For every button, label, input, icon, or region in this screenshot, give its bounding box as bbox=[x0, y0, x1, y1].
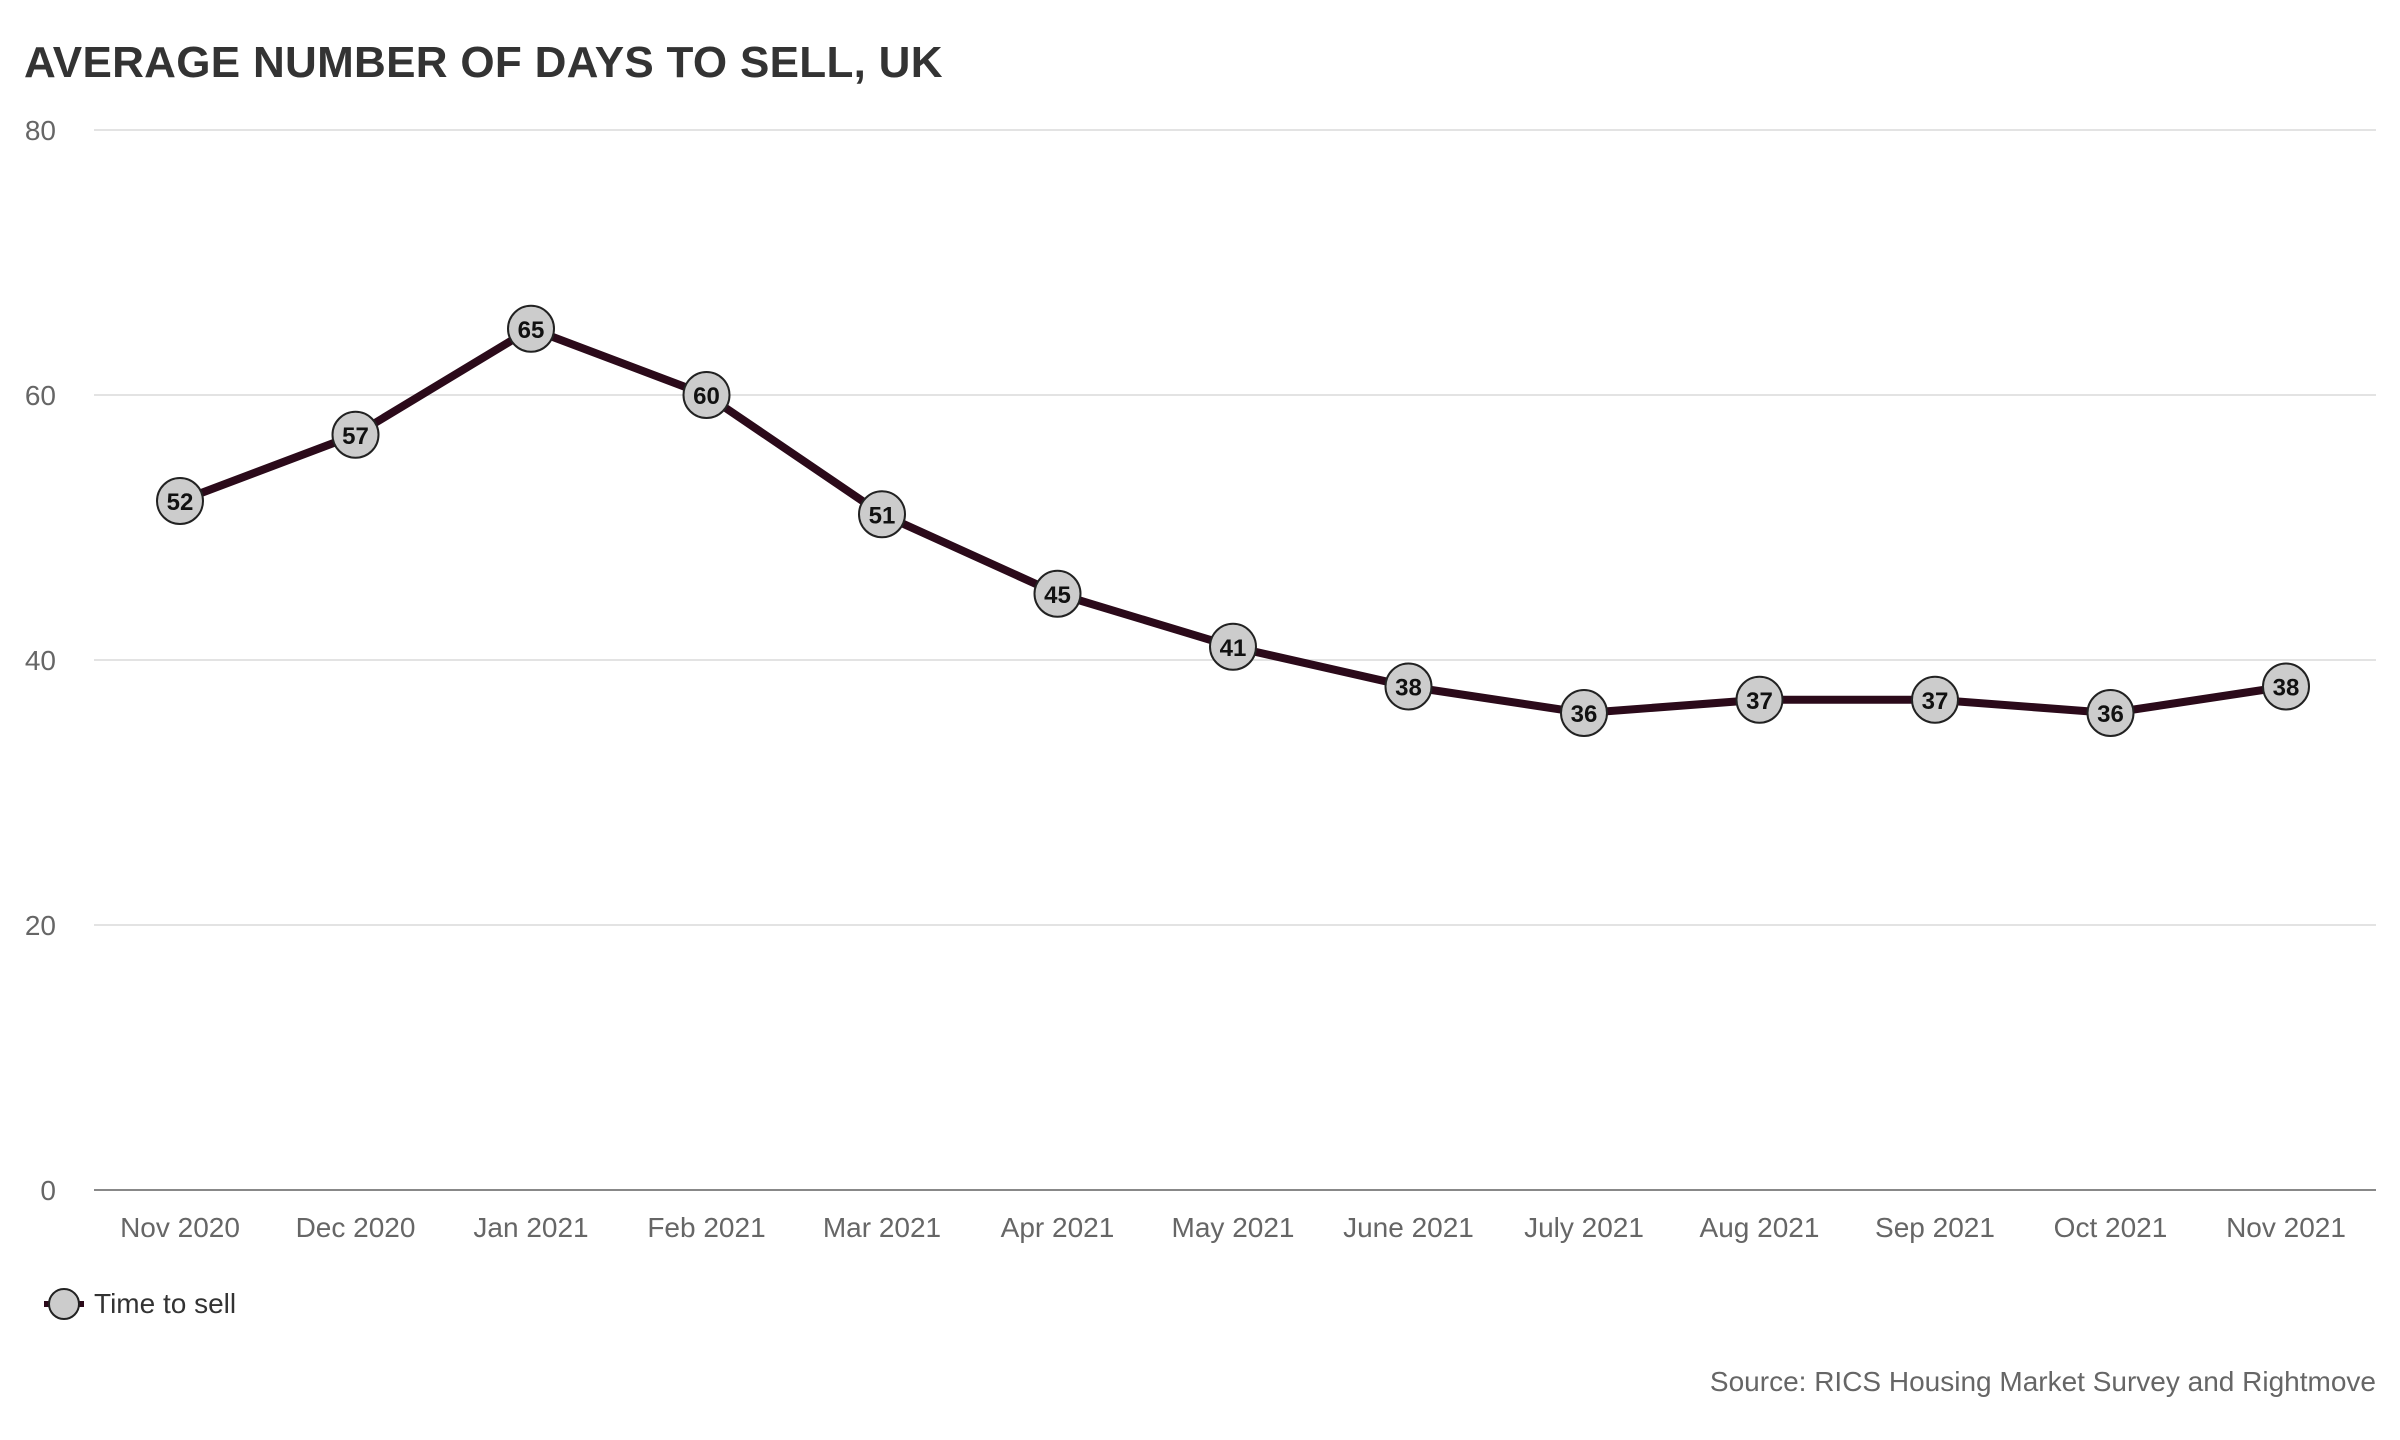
y-tick-label: 20 bbox=[25, 910, 56, 941]
legend-marker-icon bbox=[44, 1284, 84, 1324]
data-point bbox=[2086, 689, 2135, 737]
data-point bbox=[858, 490, 906, 539]
data-point bbox=[1033, 569, 1082, 618]
legend[interactable]: Time to sell bbox=[44, 1284, 236, 1324]
data-label: 41 bbox=[1220, 635, 1247, 662]
x-tick-label: Mar 2021 bbox=[823, 1212, 941, 1243]
x-tick-label: June 2021 bbox=[1343, 1212, 1474, 1243]
legend-label: Time to sell bbox=[94, 1288, 237, 1319]
data-label: 37 bbox=[1922, 688, 1949, 715]
data-label: 60 bbox=[693, 383, 720, 410]
x-tick-label: Nov 2021 bbox=[2226, 1212, 2346, 1243]
data-point bbox=[1911, 675, 1959, 724]
data-label: 45 bbox=[1044, 582, 1071, 609]
data-label: 52 bbox=[167, 489, 194, 516]
x-axis-ticks: Nov 2020 Dec 2020 Jan 2021 Feb 2021 Mar 2021… bbox=[120, 1212, 2346, 1243]
data-point bbox=[1560, 689, 1608, 737]
x-tick-label: Oct 2021 bbox=[2054, 1212, 2168, 1243]
data-label: 38 bbox=[1395, 675, 1422, 702]
y-tick-label: 60 bbox=[25, 380, 56, 411]
x-tick-label: May 2021 bbox=[1172, 1212, 1295, 1243]
data-label: 65 bbox=[518, 317, 545, 344]
y-tick-label: 0 bbox=[40, 1175, 56, 1206]
x-tick-label: Feb 2021 bbox=[647, 1212, 765, 1243]
data-points: 52 57 65 60 51 45 41 38 36 37 37 36 38 bbox=[156, 304, 2310, 737]
x-tick-label: Sep 2021 bbox=[1875, 1212, 1995, 1243]
x-tick-label: Aug 2021 bbox=[1700, 1212, 1820, 1243]
chart-title: AVERAGE NUMBER OF DAYS TO SELL, UK bbox=[24, 38, 943, 87]
data-label: 36 bbox=[2097, 701, 2124, 728]
data-point bbox=[682, 371, 731, 419]
source-note: Source: RICS Housing Market Survey and R… bbox=[1709, 1366, 2376, 1397]
data-label: 36 bbox=[1571, 701, 1598, 728]
data-point bbox=[2262, 662, 2310, 711]
data-point bbox=[331, 410, 380, 459]
x-tick-label: Jan 2021 bbox=[473, 1212, 588, 1243]
x-tick-label: July 2021 bbox=[1524, 1212, 1644, 1243]
y-axis-ticks: 0 20 40 60 80 bbox=[25, 115, 56, 1206]
data-label: 57 bbox=[342, 423, 369, 450]
x-tick-label: Dec 2020 bbox=[296, 1212, 416, 1243]
y-tick-label: 80 bbox=[25, 115, 56, 146]
x-tick-label: Apr 2021 bbox=[1001, 1212, 1115, 1243]
data-point bbox=[1384, 662, 1433, 711]
data-label: 38 bbox=[2273, 675, 2300, 702]
x-tick-label: Nov 2020 bbox=[120, 1212, 240, 1243]
y-tick-label: 40 bbox=[25, 645, 56, 676]
data-point bbox=[507, 304, 555, 353]
data-point bbox=[156, 477, 204, 525]
data-point bbox=[1209, 622, 1257, 671]
data-point bbox=[1735, 675, 1784, 724]
data-label: 51 bbox=[869, 502, 896, 529]
data-label: 37 bbox=[1746, 688, 1773, 715]
